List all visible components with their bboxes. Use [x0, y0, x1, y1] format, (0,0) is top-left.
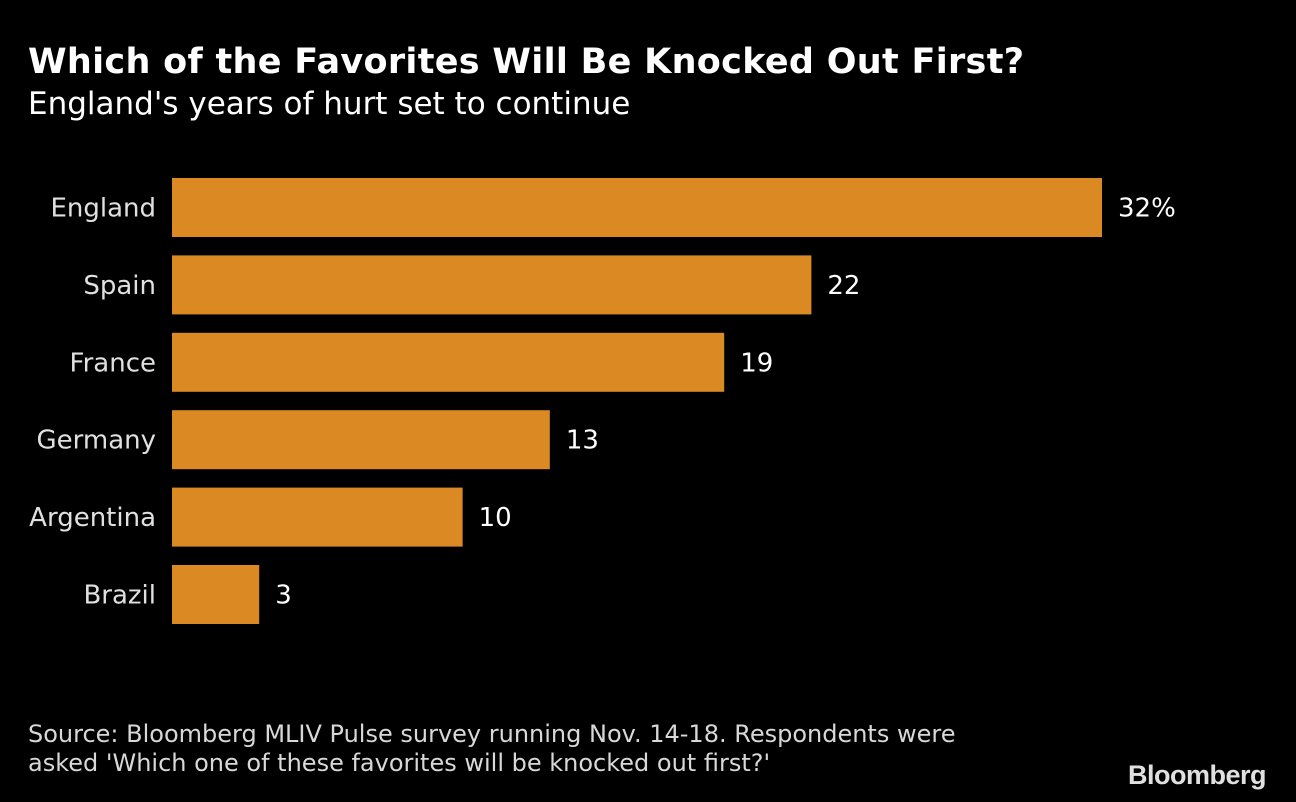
- category-label: Argentina: [29, 503, 156, 533]
- bar-germany: [172, 410, 550, 470]
- value-label: 3: [275, 581, 292, 611]
- category-label: France: [70, 348, 156, 378]
- bar-argentina: [172, 487, 463, 547]
- value-label: 19: [740, 348, 773, 378]
- bar-england: [172, 178, 1102, 237]
- chart-title: Which of the Favorites Will Be Knocked O…: [28, 42, 1025, 82]
- source-note: Source: Bloomberg MLIV Pulse survey runn…: [28, 720, 956, 777]
- category-label: Brazil: [83, 581, 156, 611]
- bar-spain: [172, 255, 812, 315]
- value-label: 22: [827, 271, 860, 301]
- value-label: 32%: [1118, 194, 1176, 224]
- category-label: England: [50, 194, 156, 224]
- bar-brazil: [172, 565, 260, 624]
- bloomberg-logo: Bloomberg: [1128, 760, 1267, 790]
- value-label: 10: [479, 503, 512, 533]
- bar-france: [172, 332, 725, 392]
- chart-subtitle: England's years of hurt set to continue: [28, 86, 631, 122]
- category-label: Spain: [83, 271, 156, 301]
- category-label: Germany: [36, 426, 156, 456]
- value-label: 13: [566, 426, 599, 456]
